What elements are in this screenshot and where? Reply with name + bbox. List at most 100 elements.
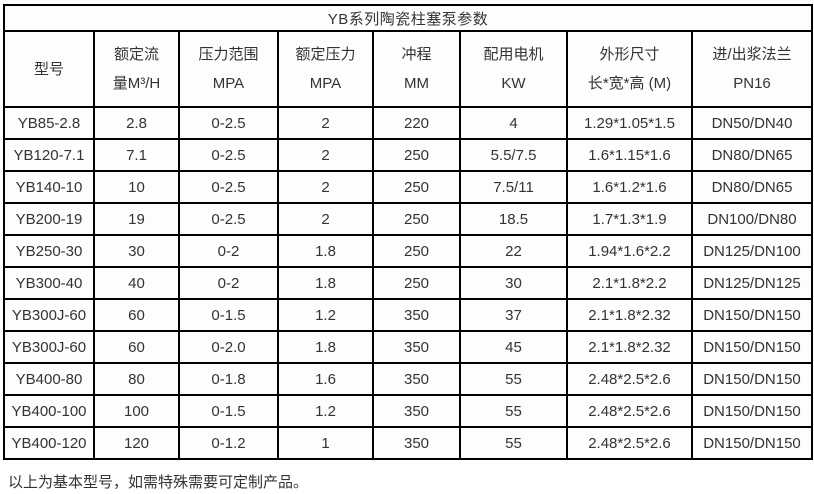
- value-cell: 55: [459, 394, 568, 428]
- model-cell: YB140-10: [3, 170, 95, 204]
- value-cell: 250: [372, 234, 461, 268]
- model-cell: YB300J-60: [3, 298, 95, 332]
- value-cell: 350: [372, 426, 461, 460]
- value-cell: 0-1.8: [178, 362, 279, 396]
- column-header-4: 冲程 MM: [372, 30, 461, 108]
- value-cell: 1.6*1.2*1.6: [566, 170, 693, 204]
- value-cell: DN125/DN125: [690, 266, 814, 300]
- value-cell: 1: [277, 426, 374, 460]
- value-cell: 37: [459, 298, 568, 332]
- value-cell: 1.6*1.15*1.6: [566, 138, 693, 172]
- value-cell: 250: [372, 138, 461, 172]
- value-cell: 2.48*2.5*2.6: [566, 362, 693, 396]
- value-cell: 60: [93, 330, 180, 364]
- value-cell: 250: [372, 170, 461, 204]
- value-cell: 55: [459, 362, 568, 396]
- value-cell: 2: [277, 202, 374, 236]
- value-cell: DN150/DN150: [690, 426, 814, 460]
- value-cell: 0-2: [178, 234, 279, 268]
- table-body: YB85-2.8 2.8 0-2.5 2 220 4 1.29*1.05*1.5 DN50/D…: [3, 106, 814, 460]
- value-cell: 45: [459, 330, 568, 364]
- value-cell: DN150/DN150: [690, 394, 814, 428]
- value-cell: 0-1.2: [178, 426, 279, 460]
- table-row: YB300J-60 60 0-1.5 1.2 350 37 2.1*1.8*2.32 DN15…: [3, 298, 814, 332]
- value-cell: 7.1: [93, 138, 180, 172]
- value-cell: 1.2: [277, 298, 374, 332]
- value-cell: 1.7*1.3*1.9: [566, 202, 693, 236]
- value-cell: 30: [459, 266, 568, 300]
- value-cell: 1.8: [277, 234, 374, 268]
- value-cell: 350: [372, 298, 461, 332]
- value-cell: 2.1*1.8*2.32: [566, 330, 693, 364]
- table-title: YB系列陶瓷柱塞泵参数: [2, 4, 814, 32]
- value-cell: 2.48*2.5*2.6: [566, 426, 693, 460]
- value-cell: 55: [459, 426, 568, 460]
- column-header-3: 额定压力 MPA: [277, 30, 374, 108]
- value-cell: 0-2.5: [178, 138, 279, 172]
- value-cell: 2: [277, 170, 374, 204]
- model-cell: YB85-2.8: [3, 106, 95, 140]
- value-cell: 1.94*1.6*2.2: [566, 234, 693, 268]
- value-cell: 350: [372, 362, 461, 396]
- value-cell: 30: [93, 234, 180, 268]
- value-cell: DN100/DN80: [690, 202, 814, 236]
- value-cell: 220: [372, 106, 461, 140]
- value-cell: 80: [93, 362, 180, 396]
- column-header-7: 进/出浆法兰 PN16: [690, 30, 814, 108]
- value-cell: DN80/DN65: [690, 170, 814, 204]
- model-cell: YB400-100: [3, 394, 95, 428]
- column-header-0: 型号: [3, 30, 95, 108]
- value-cell: 2.8: [93, 106, 180, 140]
- value-cell: DN150/DN150: [690, 330, 814, 364]
- value-cell: 350: [372, 394, 461, 428]
- model-cell: YB200-19: [3, 202, 95, 236]
- value-cell: 60: [93, 298, 180, 332]
- value-cell: 350: [372, 330, 461, 364]
- value-cell: 0-2.5: [178, 106, 279, 140]
- value-cell: DN125/DN100: [690, 234, 814, 268]
- footer-note: 以上为基本型号，如需特殊需要可定制产品。: [8, 474, 309, 491]
- model-cell: YB250-30: [3, 234, 95, 268]
- table-row: YB300-40 40 0-2 1.8 250 30 2.1*1.8*2.2 DN125/DN…: [3, 266, 814, 300]
- value-cell: 2.1*1.8*2.2: [566, 266, 693, 300]
- value-cell: 250: [372, 266, 461, 300]
- value-cell: 120: [93, 426, 180, 460]
- value-cell: 2.48*2.5*2.6: [566, 394, 693, 428]
- table-row: YB400-100 100 0-1.5 1.2 350 55 2.48*2.5*2.6 DN1…: [3, 394, 814, 428]
- table-row: YB400-120 120 0-1.2 1 350 55 2.48*2.5*2.6 DN150…: [3, 426, 814, 460]
- value-cell: 1.29*1.05*1.5: [566, 106, 693, 140]
- value-cell: 0-2.5: [178, 202, 279, 236]
- table-row: YB120-7.1 7.1 0-2.5 2 250 5.5/7.5 1.6*1.15*1.6…: [3, 138, 814, 172]
- value-cell: 18.5: [459, 202, 568, 236]
- value-cell: 1.8: [277, 330, 374, 364]
- table-row: YB200-19 19 0-2.5 2 250 18.5 1.7*1.3*1.9 DN100/…: [3, 202, 814, 236]
- value-cell: 5.5/7.5: [459, 138, 568, 172]
- pump-spec-table: YB系列陶瓷柱塞泵参数 型号 额定流 量M³/H 压力范围 MPA 额定压力 MPA 冲…: [2, 4, 814, 460]
- value-cell: 0-2.0: [178, 330, 279, 364]
- value-cell: 40: [93, 266, 180, 300]
- value-cell: 0-2.5: [178, 170, 279, 204]
- value-cell: 0-2: [178, 266, 279, 300]
- value-cell: DN80/DN65: [690, 138, 814, 172]
- table-row: YB250-30 30 0-2 1.8 250 22 1.94*1.6*2.2 DN125/D…: [3, 234, 814, 268]
- table-row: YB300J-60 60 0-2.0 1.8 350 45 2.1*1.8*2.32 DN15…: [3, 330, 814, 364]
- value-cell: 1.6: [277, 362, 374, 396]
- model-cell: YB300-40: [3, 266, 95, 300]
- value-cell: 2: [277, 106, 374, 140]
- value-cell: 0-1.5: [178, 394, 279, 428]
- value-cell: 10: [93, 170, 180, 204]
- value-cell: 22: [459, 234, 568, 268]
- value-cell: 1.8: [277, 266, 374, 300]
- table-row: YB85-2.8 2.8 0-2.5 2 220 4 1.29*1.05*1.5 DN50/D…: [3, 106, 814, 140]
- column-header-2: 压力范围 MPA: [178, 30, 279, 108]
- value-cell: 100: [93, 394, 180, 428]
- model-cell: YB400-80: [3, 362, 95, 396]
- table-header-row: 型号 额定流 量M³/H 压力范围 MPA 额定压力 MPA 冲程 MM 配用电机 KW 外…: [3, 30, 814, 108]
- value-cell: 4: [459, 106, 568, 140]
- table-row: YB400-80 80 0-1.8 1.6 350 55 2.48*2.5*2.6 DN150…: [3, 362, 814, 396]
- column-header-1: 额定流 量M³/H: [93, 30, 180, 108]
- value-cell: 1.2: [277, 394, 374, 428]
- value-cell: 2: [277, 138, 374, 172]
- model-cell: YB300J-60: [3, 330, 95, 364]
